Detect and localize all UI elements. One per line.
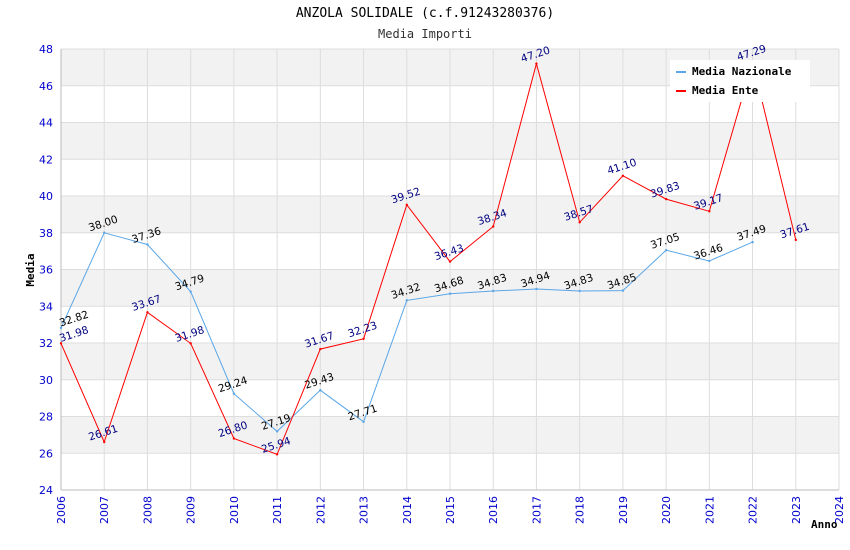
- y-tick-label: 48: [39, 43, 53, 56]
- series-lines: [59, 60, 797, 456]
- data-point-ente: [362, 337, 365, 340]
- data-point-nazionale: [492, 289, 495, 293]
- x-tick-label: 2018: [574, 496, 587, 524]
- x-tick-label: 2010: [228, 496, 241, 524]
- data-point-nazionale: [189, 290, 192, 293]
- y-tick-label: 24: [39, 484, 53, 497]
- y-tick-label: 34: [39, 300, 53, 313]
- data-label-nazionale: 36.46: [692, 242, 725, 263]
- x-tick-label: 2012: [314, 496, 327, 524]
- x-tick-label: 2023: [790, 496, 803, 524]
- data-point-nazionale: [535, 287, 538, 291]
- x-tick-label: 2014: [401, 496, 414, 524]
- data-point-ente: [59, 342, 63, 345]
- data-point-nazionale: [621, 289, 625, 292]
- legend-swatch-ente: [676, 90, 686, 92]
- data-point-ente: [535, 62, 538, 65]
- y-tick-labels: 24 26 28 30 32 34 36 38 40 42 44 46 48: [39, 43, 53, 497]
- legend-label-ente: Media Ente: [692, 84, 759, 97]
- data-point-nazionale: [751, 240, 754, 244]
- x-tick-label: 2021: [703, 496, 716, 524]
- data-point-nazionale: [362, 420, 365, 424]
- data-point-nazionale: [59, 326, 63, 330]
- data-point-nazionale: [664, 249, 668, 252]
- data-point-ente: [319, 347, 322, 351]
- y-tick-label: 32: [39, 337, 53, 350]
- data-point-ente: [448, 260, 452, 263]
- legend-label-nazionale: Media Nazionale: [692, 65, 792, 78]
- data-point-ente: [708, 210, 711, 213]
- x-tick-label: 2006: [55, 496, 68, 524]
- y-tick-label: 46: [39, 80, 53, 93]
- x-tick-label: 2024: [833, 496, 846, 524]
- legend-item-nazionale: Media Nazionale: [676, 65, 791, 79]
- chart-title: ANZOLA SOLIDALE (c.f.91243280376): [295, 6, 555, 21]
- legend-swatch-nazionale: [676, 71, 686, 73]
- y-tick-label: 36: [39, 264, 53, 277]
- series-line-ente: [60, 60, 797, 456]
- x-tick-label: 2020: [660, 496, 673, 524]
- y-tick-label: 30: [39, 374, 53, 387]
- data-label-ente: 31.98: [174, 324, 206, 345]
- x-tick-label: 2013: [358, 496, 371, 524]
- y-tick-label: 40: [39, 190, 53, 203]
- x-tick-label: 2016: [487, 496, 500, 524]
- x-tick-label: 2017: [530, 496, 543, 524]
- y-tick-label: 42: [39, 153, 53, 166]
- x-tick-labels: 2006 2007 2008 2009 2010 2011 2012 2013 2014 2015…: [55, 496, 846, 524]
- data-point-ente: [492, 225, 495, 228]
- x-tick-label: 2011: [271, 496, 284, 524]
- y-tick-label: 38: [39, 227, 53, 240]
- data-point-ente: [275, 453, 279, 456]
- data-point-nazionale: [405, 299, 408, 302]
- data-point-ente: [189, 342, 192, 345]
- legend-item-ente: Media Ente: [676, 84, 758, 98]
- legend: Media Nazionale Media Ente: [670, 60, 810, 102]
- data-point-nazionale: [146, 243, 149, 246]
- data-point-nazionale: [275, 430, 279, 433]
- x-tick-label: 2022: [747, 496, 760, 524]
- data-point-nazionale: [232, 392, 236, 395]
- data-point-ente: [664, 197, 668, 201]
- data-point-ente: [578, 221, 581, 224]
- data-point-ente: [103, 440, 106, 444]
- axes: [60, 49, 839, 491]
- data-point-nazionale: [578, 289, 581, 293]
- x-tick-label: 2019: [617, 496, 630, 524]
- data-point-ente: [146, 311, 149, 314]
- x-tick-label: 2008: [141, 496, 154, 524]
- x-axis-label: Anno: [811, 518, 838, 531]
- data-label-ente: 32.23: [346, 320, 378, 341]
- data-point-ente: [621, 174, 625, 177]
- y-tick-label: 28: [39, 411, 53, 424]
- data-point-nazionale: [708, 259, 711, 263]
- data-point-nazionale: [103, 231, 106, 234]
- chart-subtitle: Media Importi: [378, 27, 472, 41]
- x-tick-label: 2015: [444, 496, 457, 524]
- data-point-nazionale: [448, 292, 452, 295]
- data-label-nazionale: 37.05: [649, 231, 681, 252]
- data-point-ente: [232, 437, 236, 440]
- y-axis-label: Media: [24, 253, 37, 286]
- data-point-nazionale: [319, 389, 322, 392]
- x-tick-label: 2009: [185, 496, 198, 524]
- y-tick-label: 26: [39, 447, 53, 460]
- x-tick-label: 2007: [98, 496, 111, 524]
- data-point-ente: [794, 238, 797, 242]
- y-tick-label: 44: [39, 117, 53, 130]
- data-point-ente: [405, 203, 408, 207]
- data-labels: 32.8238.0037.3634.7929.2427.1929.4327.71…: [58, 43, 811, 456]
